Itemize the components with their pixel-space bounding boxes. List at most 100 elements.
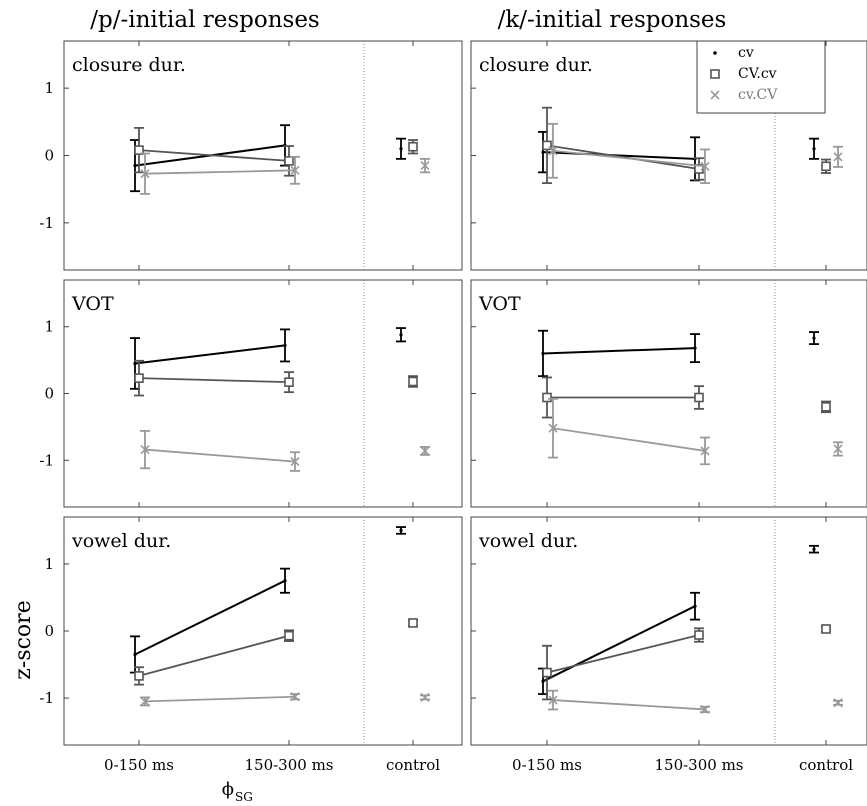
series-cv-CV [140,152,430,195]
series-cv-CV [548,122,843,185]
data-point-square [408,376,418,387]
series-line [138,377,290,384]
panel-label: closure dur. [72,54,186,76]
data-point-x [140,696,150,706]
legend-marker-square [710,69,720,79]
panel-label: vowel dur. [478,530,578,552]
data-point-dot [541,679,545,683]
series-line [552,427,706,452]
series-cv-CV [140,692,430,707]
panel: closure dur. 1 0 -1 [39,40,463,271]
data-point-dot [399,333,403,337]
series-line [144,695,296,703]
y-tick-label: 1 [44,79,54,97]
series-cv-CV [140,429,430,472]
series-line [134,344,286,365]
data-point-dot [283,343,287,348]
panel: VOT 1 0 -1 [39,279,463,508]
panel-label: VOT [478,293,521,315]
x-tick-label: 0-150 ms [512,756,582,774]
series-line [546,634,700,674]
data-point-x [700,704,710,715]
series-line [552,149,706,168]
data-point-square [408,141,418,152]
series-line [542,347,696,355]
data-point-square [821,161,831,172]
data-point-x [833,152,843,162]
series-line [134,579,286,656]
series-CV-cv [542,376,831,419]
series-line [542,151,696,160]
data-point-dot [541,150,545,154]
data-point-x [290,692,300,702]
data-point-x [700,446,710,456]
legend-label: cv.CV [738,87,778,103]
series-line [138,634,290,677]
panel-label: vowel dur. [71,530,171,552]
data-point-square [284,156,294,166]
panel: vowel dur. 0-150 ms 150-300 ms control [470,516,867,774]
series-cv [130,327,406,390]
legend-marker-dot [713,51,717,55]
x-axis-label-subscript: SG [235,790,253,804]
data-point-x [290,165,300,175]
data-point-square [134,373,144,383]
data-point-x [420,446,430,456]
data-point-square [284,377,294,387]
x-tick-label: 150-300 ms [654,756,743,774]
series-cv [538,131,819,182]
x-axis-label-group: ϕ SG [222,779,253,804]
data-point-x [833,698,843,708]
legend-label: CV.cv [738,66,777,82]
data-point-dot [133,652,137,657]
series-cv [538,329,819,378]
series-line [138,149,290,162]
series-CV-cv [134,618,418,686]
series-CV-cv [134,359,418,397]
column-title: /p/-initial responses [90,7,320,33]
series-cv [538,544,819,695]
data-point-x [700,161,710,171]
data-point-square [134,145,144,155]
y-tick-label: 0 [44,385,54,403]
legend-marker-x [710,90,720,100]
data-point-square [542,667,552,678]
x-tick-label: 0-150 ms [104,756,174,774]
data-point-x [548,423,558,433]
data-point-square [284,630,294,641]
data-point-dot [812,336,816,340]
x-axis-label: ϕ [222,779,234,800]
panel-label: VOT [71,293,114,315]
data-point-dot [693,604,697,608]
data-point-square [821,402,831,412]
y-tick-label: 1 [44,318,54,336]
data-point-x [420,161,430,171]
data-point-square [542,392,552,403]
data-point-dot [812,547,816,551]
y-tick-label: -1 [39,214,54,232]
data-point-square [694,630,704,640]
data-point-square [694,392,704,403]
series-CV-cv [134,126,418,177]
data-point-x [420,692,430,702]
panel: vowel dur. 1 0 -1 0-150 ms 150-300 ms control [39,516,463,774]
series-line [552,699,706,711]
panel-frame [470,279,867,508]
data-point-square [408,618,418,628]
series-CV-cv [542,106,831,185]
series-line [144,169,296,175]
column-titles: /p/-initial responses/k/-initial respons… [90,7,726,33]
data-point-square [542,140,552,151]
series-cv-CV [548,397,843,466]
panel: VOT [470,279,867,508]
data-point-dot [693,346,697,350]
panel: closure dur. [470,40,867,271]
x-tick-label: 150-300 ms [244,756,333,774]
y-axis-label-group: z-score [11,600,36,679]
y-tick-label: 0 [44,147,54,165]
y-tick-label: 1 [44,555,54,573]
data-point-dot [283,579,287,583]
data-point-x [140,169,150,179]
panel-label: closure dur. [479,54,593,76]
data-point-dot [133,164,137,168]
